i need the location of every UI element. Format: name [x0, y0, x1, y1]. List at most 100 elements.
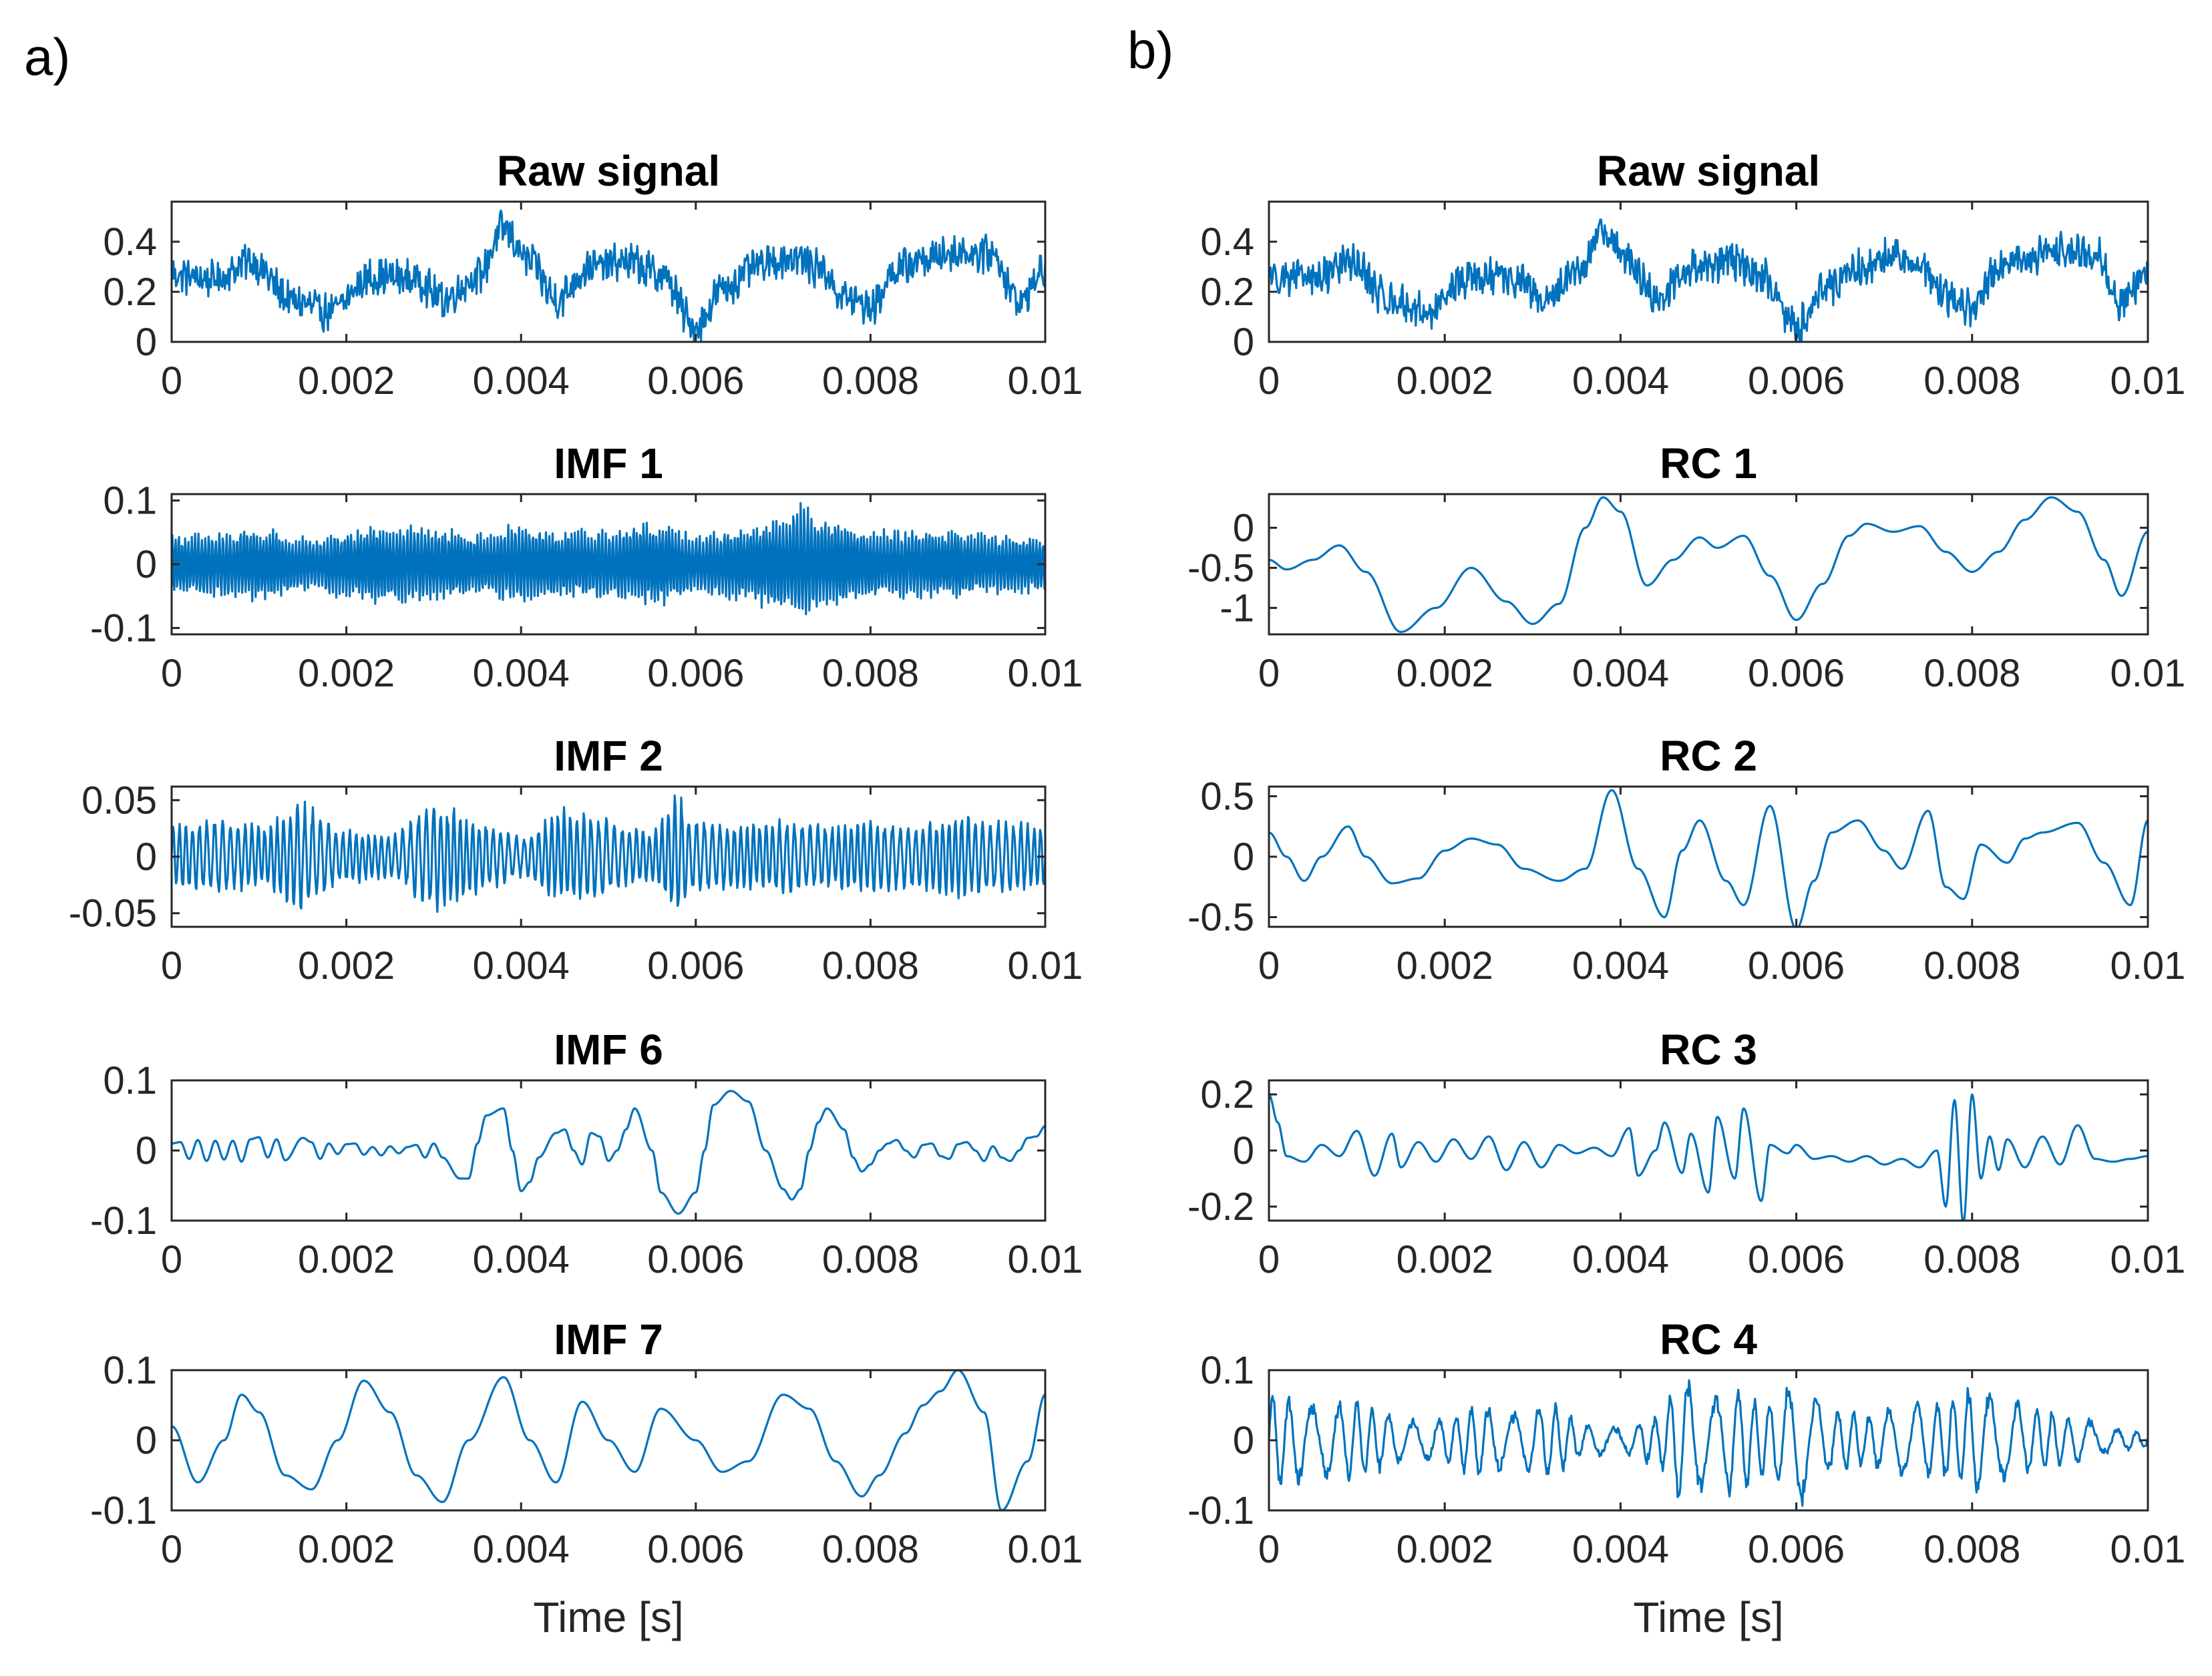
x-tick-label: 0.004 [473, 359, 570, 403]
panel-label-b: b) [1127, 21, 1173, 79]
x-tick-label: 0 [1258, 1528, 1280, 1571]
x-tick-label: 0.006 [1748, 1238, 1845, 1281]
y-tick-label: -0.1 [90, 1199, 157, 1243]
panel-label-a: a) [24, 27, 70, 86]
y-tick-label: -0.1 [90, 1489, 157, 1532]
x-tick-label: 0 [1258, 944, 1280, 988]
y-tick-label: 0 [136, 1419, 157, 1462]
y-tick-label: 0 [1233, 506, 1254, 550]
x-axis-label: Time [s] [533, 1593, 683, 1641]
x-tick-label: 0.004 [1572, 1528, 1669, 1571]
y-tick-label: 0.1 [1200, 1349, 1254, 1392]
axes-box [170, 1079, 1047, 1222]
y-tick-label: -0.1 [1187, 1489, 1254, 1532]
y-tick-label: -0.1 [90, 606, 157, 650]
y-tick-label: 0.1 [103, 479, 157, 523]
x-tick-label: 0.008 [822, 359, 919, 403]
y-tick-label: 0.5 [1200, 775, 1254, 818]
x-tick-label: 0.01 [1008, 944, 1083, 988]
x-tick-label: 0.002 [298, 1528, 395, 1571]
x-tick-label: 0.008 [822, 944, 919, 988]
x-tick-label: 0.008 [822, 1238, 919, 1281]
x-tick-label: 0.002 [298, 652, 395, 695]
y-tick-label: 0 [136, 835, 157, 879]
y-tick-label: 0.2 [1200, 1073, 1254, 1116]
series-line-imf-7 [170, 1369, 1047, 1512]
x-tick-label: 0.004 [473, 652, 570, 695]
series-line-raw-signal [1268, 218, 2149, 343]
series-line-raw-signal [170, 209, 1047, 343]
y-tick-label: 0 [1233, 321, 1254, 364]
x-tick-label: 0.006 [1748, 944, 1845, 988]
x-tick-label: 0.008 [822, 652, 919, 695]
x-tick-label: 0 [161, 359, 182, 403]
subplot-title: RC 1 [1660, 439, 1757, 487]
series-line-imf-2 [170, 794, 1047, 913]
x-tick-label: 0.006 [647, 1238, 744, 1281]
subplot-1: IMF 10 0.002 0.004 0.006 0.008 0.01-0.100.1 [90, 439, 1083, 695]
y-tick-label: -0.5 [1187, 546, 1254, 590]
x-tick-label: 0.004 [1572, 944, 1669, 988]
y-tick-label: 0.4 [1200, 220, 1254, 264]
x-tick-label: 0.01 [1008, 1528, 1083, 1571]
series-line-rc-2 [1268, 789, 2149, 928]
x-tick-label: 0.002 [298, 359, 395, 403]
series-line-imf-6 [170, 1090, 1047, 1215]
x-tick-label: 0.002 [1397, 944, 1493, 988]
x-tick-label: 0.01 [1008, 359, 1083, 403]
x-tick-label: 0.008 [1923, 944, 2020, 988]
subplot-title: IMF 6 [554, 1026, 663, 1074]
subplot-grid: Raw signal 0 0.002 0.004 0.006 0.008 0.01 0 0.2 0… [69, 147, 2186, 1641]
x-tick-label: 0 [161, 1528, 182, 1571]
x-tick-label: 0 [161, 652, 182, 695]
x-tick-label: 0.006 [647, 359, 744, 403]
series-line-rc-3 [1268, 1093, 2149, 1222]
x-tick-label: 0.008 [1923, 1528, 2020, 1571]
x-tick-label: 0.008 [1923, 1238, 2020, 1281]
x-tick-label: 0.004 [1572, 652, 1669, 695]
subplot-0: Raw signal 0 0.002 0.004 0.006 0.008 0.01 0 0.2 0… [103, 147, 1083, 403]
y-tick-label: 0.1 [103, 1349, 157, 1392]
y-tick-label: 0 [1233, 1129, 1254, 1173]
subplot-4: IMF 70 0.002 0.004 0.006 0.008 0.01-0.100.1Ti… [90, 1315, 1083, 1641]
x-axis-label: Time [s] [1633, 1593, 1783, 1641]
x-tick-label: 0.01 [2110, 1528, 2186, 1571]
y-tick-label: -0.5 [1187, 896, 1254, 939]
axes-box [170, 200, 1047, 343]
x-tick-label: 0.01 [2110, 1238, 2186, 1281]
axes-box [1268, 785, 2149, 928]
x-tick-label: 0.006 [647, 652, 744, 695]
x-tick-label: 0.004 [1572, 1238, 1669, 1281]
x-tick-label: 0.002 [1397, 1238, 1493, 1281]
x-tick-label: 0.006 [1748, 359, 1845, 403]
x-tick-label: 0 [161, 944, 182, 988]
y-tick-label: 0 [136, 321, 157, 364]
y-tick-label: 0 [136, 1129, 157, 1173]
x-tick-label: 0.002 [298, 1238, 395, 1281]
series-line-imf-1 [170, 501, 1047, 616]
subplot-title: RC 3 [1660, 1026, 1757, 1074]
subplot-3: IMF 60 0.002 0.004 0.006 0.008 0.01-0.100.1 [90, 1026, 1083, 1281]
y-tick-label: -0.2 [1187, 1185, 1254, 1229]
y-tick-label: -0.05 [69, 892, 157, 935]
x-tick-label: 0.006 [1748, 1528, 1845, 1571]
y-tick-label: 0.2 [1200, 270, 1254, 314]
x-tick-label: 0.002 [298, 944, 395, 988]
x-tick-label: 0.004 [473, 1238, 570, 1281]
y-tick-label: 0.05 [81, 779, 157, 822]
y-tick-label: 0 [1233, 1419, 1254, 1462]
y-tick-label: 0 [1233, 835, 1254, 879]
subplot-title: RC 4 [1660, 1315, 1757, 1364]
x-tick-label: 0 [1258, 652, 1280, 695]
x-tick-label: 0.008 [1923, 652, 2020, 695]
subplot-title: IMF 7 [554, 1315, 663, 1364]
x-tick-label: 0.01 [2110, 359, 2186, 403]
x-tick-label: 0.004 [473, 1528, 570, 1571]
x-tick-label: 0.004 [1572, 359, 1669, 403]
y-tick-label: -1 [1220, 586, 1254, 630]
subplot-title: RC 2 [1660, 732, 1757, 780]
subplot-5: Raw signal 0 0.002 0.004 0.006 0.008 0.01 0 0.2 0… [1200, 147, 2185, 403]
subplot-title: Raw signal [1597, 147, 1820, 195]
axes-box [1268, 200, 2149, 343]
